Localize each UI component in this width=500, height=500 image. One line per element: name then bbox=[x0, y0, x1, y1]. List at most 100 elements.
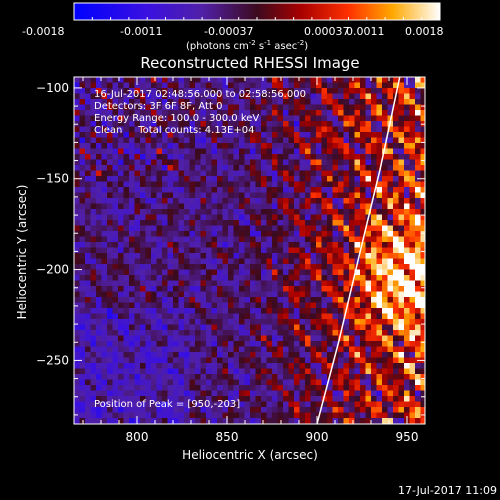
heatmap-cell bbox=[349, 412, 356, 419]
heatmap-cell bbox=[255, 192, 262, 199]
heatmap-cell bbox=[387, 368, 394, 375]
heatmap-cell bbox=[101, 346, 108, 353]
heatmap-cell bbox=[294, 286, 301, 293]
heatmap-cell bbox=[101, 214, 108, 221]
heatmap-cell bbox=[96, 319, 103, 326]
heatmap-cell bbox=[129, 154, 136, 161]
heatmap-cell bbox=[217, 330, 224, 337]
heatmap-cell bbox=[321, 357, 328, 364]
heatmap-cell bbox=[184, 379, 191, 386]
heatmap-cell bbox=[283, 308, 290, 315]
heatmap-cell bbox=[173, 330, 180, 337]
heatmap-cell bbox=[162, 148, 169, 155]
heatmap-cell bbox=[415, 418, 422, 424]
heatmap-cell bbox=[195, 143, 202, 150]
heatmap-cell bbox=[145, 181, 152, 188]
heatmap-cell bbox=[316, 165, 323, 172]
heatmap-cell bbox=[200, 121, 207, 128]
heatmap-cell bbox=[327, 297, 334, 304]
heatmap-cell bbox=[338, 77, 345, 84]
heatmap-cell bbox=[101, 121, 108, 128]
heatmap-cell bbox=[277, 286, 284, 293]
heatmap-cell bbox=[283, 154, 290, 161]
heatmap-cell bbox=[195, 137, 202, 144]
heatmap-cell bbox=[393, 253, 400, 260]
heatmap-cell bbox=[233, 143, 240, 150]
heatmap-cell bbox=[255, 346, 262, 353]
heatmap-cell bbox=[211, 291, 218, 298]
heatmap-cell bbox=[173, 88, 180, 95]
heatmap-cell bbox=[178, 407, 185, 414]
heatmap-cell bbox=[261, 269, 268, 276]
heatmap-cell bbox=[101, 363, 108, 370]
heatmap-cell bbox=[277, 319, 284, 326]
heatmap-cell bbox=[217, 143, 224, 150]
heatmap-cell bbox=[123, 352, 130, 359]
heatmap-cell bbox=[310, 264, 317, 271]
heatmap-cell bbox=[404, 110, 411, 117]
heatmap-cell bbox=[90, 297, 97, 304]
heatmap-cell bbox=[283, 264, 290, 271]
heatmap-cell bbox=[250, 286, 257, 293]
heatmap-cell bbox=[294, 247, 301, 254]
heatmap-cell bbox=[140, 203, 147, 210]
heatmap-cell bbox=[217, 297, 224, 304]
heatmap-cell bbox=[140, 209, 147, 216]
heatmap-cell bbox=[140, 352, 147, 359]
heatmap-cell bbox=[162, 220, 169, 227]
heatmap-cell bbox=[145, 396, 152, 403]
heatmap-cell bbox=[167, 225, 174, 232]
heatmap-cell bbox=[118, 396, 125, 403]
heatmap-cell bbox=[321, 154, 328, 161]
heatmap-cell bbox=[228, 357, 235, 364]
heatmap-cell bbox=[272, 99, 279, 106]
heatmap-cell bbox=[354, 302, 361, 309]
heatmap-cell bbox=[360, 324, 367, 331]
heatmap-cell bbox=[140, 132, 147, 139]
heatmap-cell bbox=[162, 132, 169, 139]
heatmap-cell bbox=[266, 418, 273, 424]
heatmap-cell bbox=[376, 88, 383, 95]
heatmap-cell bbox=[90, 319, 97, 326]
heatmap-cell bbox=[228, 231, 235, 238]
heatmap-cell bbox=[189, 203, 196, 210]
heatmap-cell bbox=[162, 335, 169, 342]
heatmap-cell bbox=[145, 143, 152, 150]
heatmap-cell bbox=[398, 418, 405, 424]
heatmap-cell bbox=[134, 236, 141, 243]
heatmap-cell bbox=[387, 187, 394, 194]
heatmap-cell bbox=[123, 363, 130, 370]
heatmap-cell bbox=[371, 275, 378, 282]
heatmap-cell bbox=[118, 159, 125, 166]
heatmap-cell bbox=[255, 231, 262, 238]
heatmap-cell bbox=[244, 253, 251, 260]
heatmap-cell bbox=[343, 99, 350, 106]
heatmap-cell bbox=[283, 137, 290, 144]
heatmap-cell bbox=[195, 126, 202, 133]
heatmap-cell bbox=[371, 88, 378, 95]
heatmap-cell bbox=[288, 104, 295, 111]
heatmap-cell bbox=[299, 187, 306, 194]
heatmap-cell bbox=[74, 291, 81, 298]
heatmap-cell bbox=[228, 121, 235, 128]
heatmap-cell bbox=[228, 418, 235, 424]
heatmap-cell bbox=[140, 385, 147, 392]
annotation-time-range: 16-Jul-2017 02:48:56.000 to 02:58:56.000 bbox=[94, 89, 306, 100]
heatmap-cell bbox=[244, 286, 251, 293]
heatmap-cell bbox=[365, 269, 372, 276]
heatmap-cell bbox=[90, 143, 97, 150]
heatmap-cell bbox=[156, 352, 163, 359]
heatmap-cell bbox=[184, 154, 191, 161]
heatmap-cell bbox=[299, 132, 306, 139]
heatmap-cell bbox=[376, 374, 383, 381]
heatmap-cell bbox=[316, 88, 323, 95]
heatmap-cell bbox=[415, 396, 422, 403]
heatmap-cell bbox=[327, 99, 334, 106]
heatmap-cell bbox=[118, 302, 125, 309]
heatmap-cell bbox=[338, 374, 345, 381]
heatmap-cell bbox=[398, 352, 405, 359]
heatmap-cell bbox=[239, 143, 246, 150]
heatmap-cell bbox=[129, 181, 136, 188]
heatmap-cell bbox=[371, 148, 378, 155]
heatmap-cell bbox=[327, 126, 334, 133]
